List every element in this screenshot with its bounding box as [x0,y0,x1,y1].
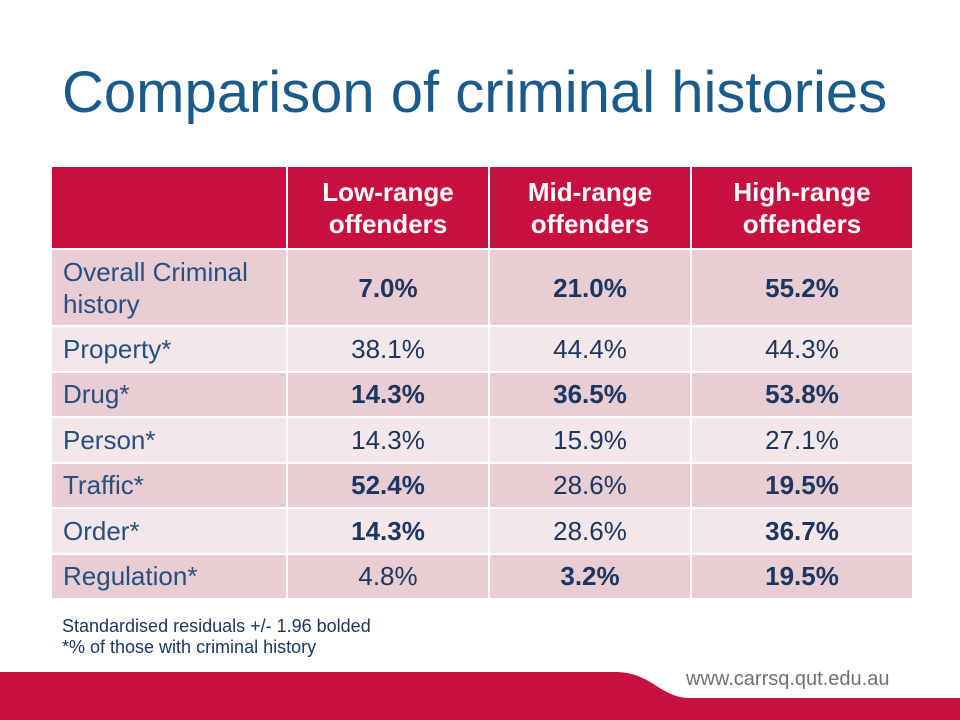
table-row-person: Person* 14.3% 15.9% 27.1% [50,416,914,464]
low-range-value: 7.0% [286,248,490,327]
high-range-value: 44.3% [690,325,914,373]
high-range-value: 27.1% [690,416,914,464]
table-header: Low-range offenders Mid-range offenders … [50,165,914,250]
row-label: Order* [50,507,288,555]
table-row-order: Order* 14.3% 28.6% 36.7% [50,507,914,555]
website-url: www.carrsq.qut.edu.au [686,668,890,690]
row-label: Overall Criminal history [50,248,288,327]
footnote-residuals: Standardised residuals +/- 1.96 bolded [62,616,371,636]
row-label: Regulation* [50,552,288,600]
mid-range-value: 15.9% [488,416,692,464]
table-header-row: Low-range offenders Mid-range offenders … [50,165,914,250]
row-label: Person* [50,416,288,464]
high-range-value: 19.5% [690,552,914,600]
mid-range-value: 28.6% [488,507,692,555]
row-label: Traffic* [50,461,288,509]
footer-band [0,672,960,720]
footer-white-swoosh [615,672,960,698]
header-mid-range: Mid-range offenders [488,165,692,250]
mid-range-value: 44.4% [488,325,692,373]
header-high-range: High-range offenders [690,165,914,250]
mid-range-value: 21.0% [488,248,692,327]
high-range-value: 53.8% [690,370,914,418]
mid-range-value: 36.5% [488,370,692,418]
low-range-value: 52.4% [286,461,490,509]
low-range-value: 38.1% [286,325,490,373]
header-low-range: Low-range offenders [286,165,490,250]
slide-title: Comparison of criminal histories [62,60,888,125]
footnote-percent-basis: *% of those with criminal history [62,637,317,657]
table-row-traffic: Traffic* 52.4% 28.6% 19.5% [50,461,914,509]
table-row-drug: Drug* 14.3% 36.5% 53.8% [50,370,914,418]
footnotes: Standardised residuals +/- 1.96 bolded *… [62,616,371,658]
row-label: Property* [50,325,288,373]
comparison-table: Low-range offenders Mid-range offenders … [50,165,914,600]
table-row-regulation: Regulation* 4.8% 3.2% 19.5% [50,552,914,600]
table-row-property: Property* 38.1% 44.4% 44.3% [50,325,914,373]
mid-range-value: 28.6% [488,461,692,509]
low-range-value: 4.8% [286,552,490,600]
high-range-value: 36.7% [690,507,914,555]
table-body: Overall Criminal history 7.0% 21.0% 55.2… [50,248,914,600]
mid-range-value: 3.2% [488,552,692,600]
low-range-value: 14.3% [286,416,490,464]
low-range-value: 14.3% [286,370,490,418]
table-row-overall-criminal-history: Overall Criminal history 7.0% 21.0% 55.2… [50,248,914,327]
row-label: Drug* [50,370,288,418]
low-range-value: 14.3% [286,507,490,555]
header-corner-cell [50,165,288,250]
high-range-value: 19.5% [690,461,914,509]
high-range-value: 55.2% [690,248,914,327]
